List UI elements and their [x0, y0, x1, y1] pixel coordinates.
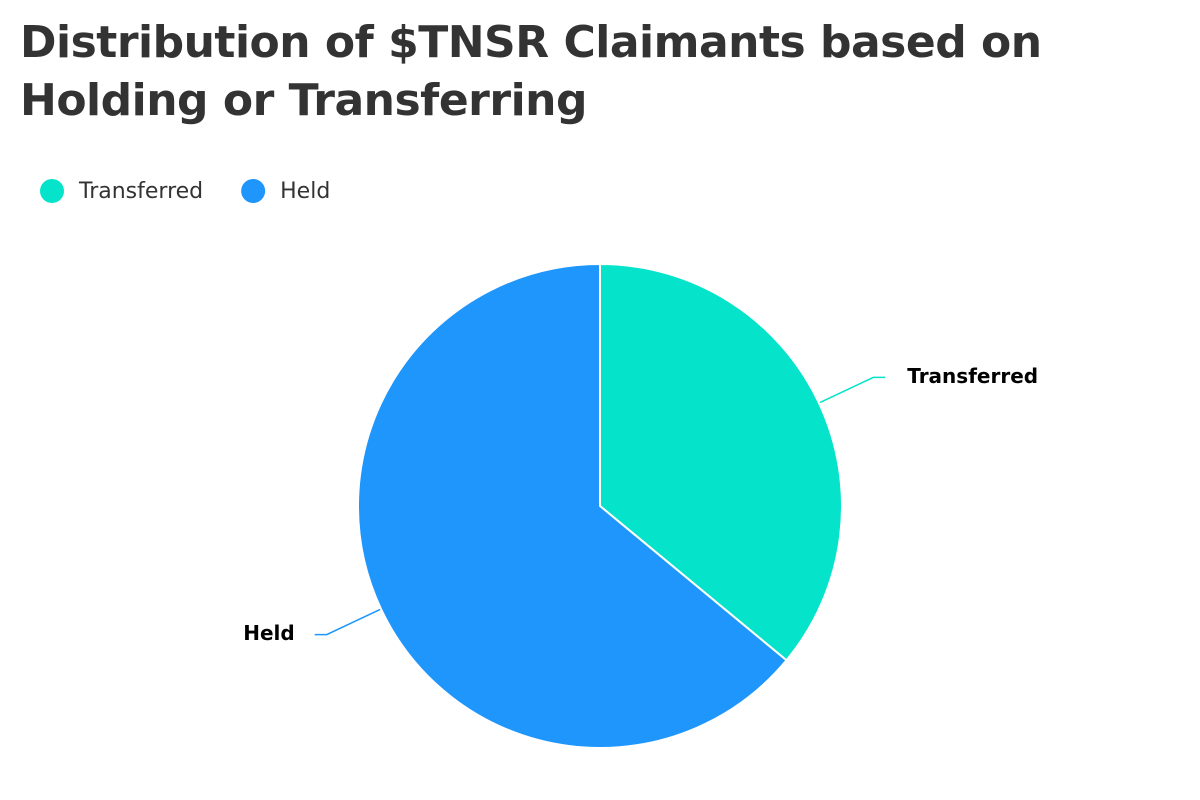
legend-text: Held	[280, 179, 330, 204]
pie-slice	[357, 263, 788, 749]
legend-marker	[40, 179, 64, 203]
legend-marker	[241, 179, 266, 203]
leader-line	[819, 376, 886, 404]
legend-text: Transferred	[78, 179, 203, 204]
chart-title: Distribution of $TNSR Claimants based on…	[20, 17, 1042, 126]
slice-label: Transferred	[907, 364, 1038, 388]
pie-slice	[599, 263, 843, 662]
slice-label: Held	[243, 621, 294, 645]
leader-line	[314, 608, 381, 636]
